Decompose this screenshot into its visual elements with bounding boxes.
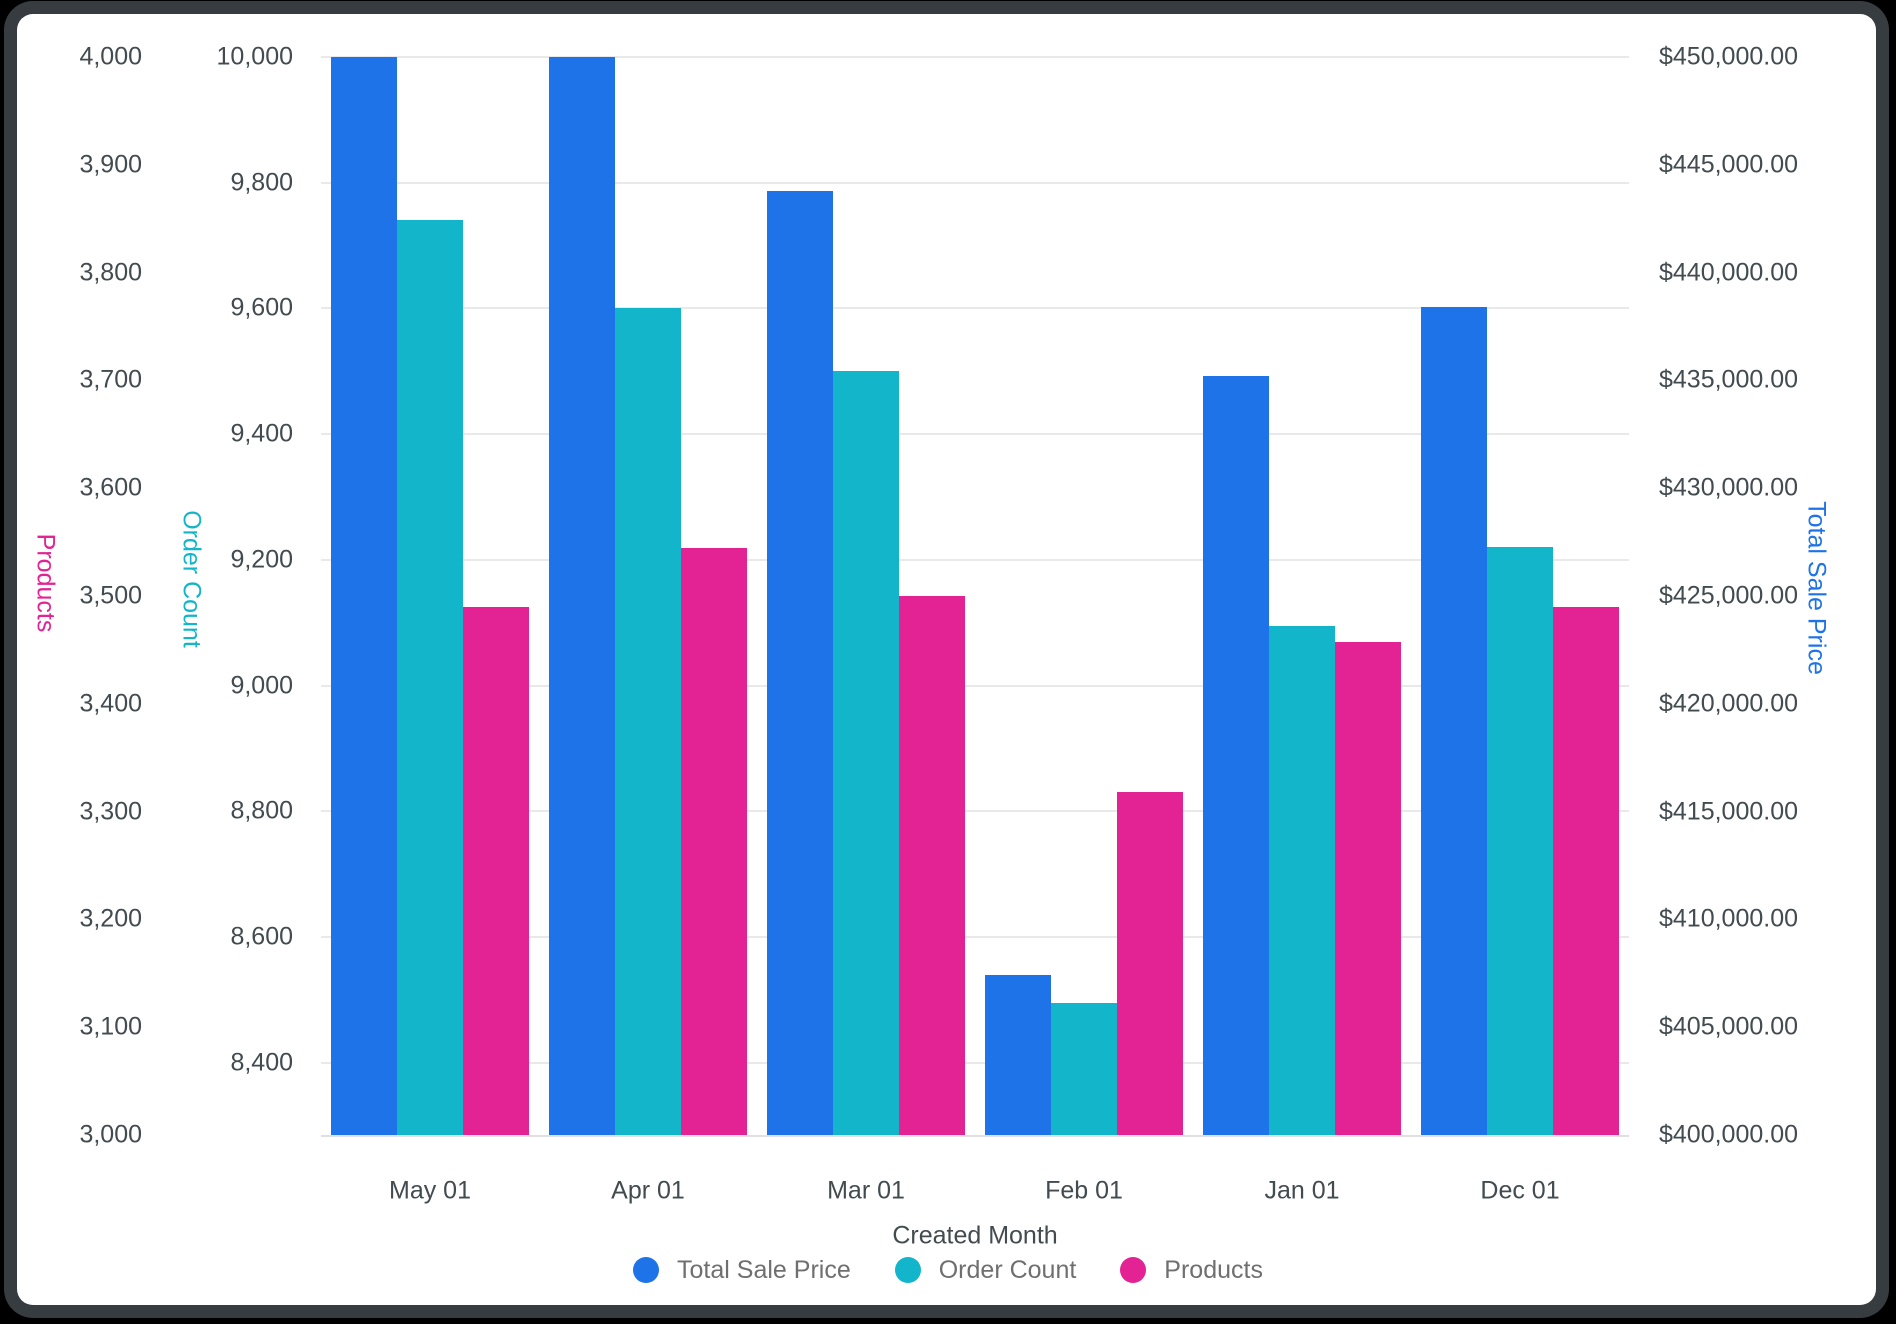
- total-sale-price-axis-tick: $410,000.00: [1659, 904, 1799, 933]
- products-axis-tick: 3,200: [79, 904, 142, 933]
- total-sale-price-axis-tick: $450,000.00: [1659, 42, 1799, 71]
- legend: Total Sale Price Order Count Products: [0, 1248, 1896, 1292]
- order-count-bar-may-01[interactable]: [397, 220, 463, 1135]
- total-sale-price-axis-tick: $415,000.00: [1659, 797, 1799, 826]
- legend-dot-icon: [894, 1257, 921, 1283]
- total-sale-price-axis-tick: $440,000.00: [1659, 258, 1799, 287]
- x-axis-tick-jan-01: Jan 01: [1264, 1176, 1340, 1205]
- legend-item-order-count[interactable]: Order Count: [894, 1255, 1077, 1285]
- order-count-axis-tick: 9,200: [230, 545, 293, 574]
- products-axis-tick: 3,300: [79, 797, 142, 826]
- legend-dot-icon: [633, 1257, 660, 1283]
- gridline: [321, 307, 1629, 310]
- gridline: [321, 56, 1629, 58]
- total-sale-price-bar-mar-01[interactable]: [767, 190, 833, 1135]
- order-count-axis-tick: 8,600: [230, 922, 293, 951]
- gridline: [321, 810, 1629, 813]
- gridline: [321, 684, 1629, 687]
- products-bar-mar-01[interactable]: [899, 596, 965, 1135]
- gridline: [321, 558, 1629, 561]
- products-axis-tick: 3,800: [79, 258, 142, 287]
- order-count-axis-tick: 9,400: [230, 419, 293, 448]
- products-axis-title: Products: [31, 533, 60, 633]
- products-axis-tick: 3,100: [79, 1012, 142, 1041]
- x-axis-tick-mar-01: Mar 01: [827, 1176, 905, 1205]
- products-bar-may-01[interactable]: [463, 606, 529, 1135]
- total-sale-price-axis-tick: $430,000.00: [1659, 473, 1799, 502]
- gridline: [321, 181, 1629, 184]
- order-count-axis-title: Order Count: [177, 510, 206, 648]
- x-axis-line: [321, 1135, 1629, 1137]
- total-sale-price-axis-tick: $425,000.00: [1659, 581, 1799, 610]
- total-sale-price-axis-tick: $405,000.00: [1659, 1012, 1799, 1041]
- total-sale-price-axis-tick: $445,000.00: [1659, 150, 1799, 179]
- total-sale-price-bar-dec-01[interactable]: [1421, 307, 1487, 1135]
- total-sale-price-bar-jan-01[interactable]: [1203, 376, 1269, 1135]
- legend-dot-icon: [1120, 1257, 1147, 1283]
- total-sale-price-bar-may-01[interactable]: [331, 57, 397, 1135]
- products-bar-jan-01[interactable]: [1335, 642, 1401, 1135]
- total-sale-price-axis-tick: $420,000.00: [1659, 689, 1799, 718]
- x-axis-tick-may-01: May 01: [389, 1176, 471, 1205]
- total-sale-price-axis-title: Total Sale Price: [1802, 501, 1831, 675]
- legend-label: Order Count: [938, 1255, 1077, 1284]
- order-count-axis-tick: 8,800: [230, 796, 293, 825]
- products-axis-tick: 3,700: [79, 365, 142, 394]
- legend-label: Products: [1164, 1255, 1263, 1284]
- total-sale-price-bar-feb-01[interactable]: [985, 975, 1051, 1135]
- total-sale-price-axis-tick: $435,000.00: [1659, 365, 1799, 394]
- products-axis-tick: 3,000: [79, 1120, 142, 1149]
- legend-label: Total Sale Price: [677, 1255, 851, 1284]
- gridline: [321, 433, 1629, 436]
- x-axis-title: Created Month: [892, 1221, 1058, 1250]
- order-count-axis-tick: 9,000: [230, 671, 293, 700]
- x-axis-tick-dec-01: Dec 01: [1480, 1176, 1560, 1205]
- order-count-bar-feb-01[interactable]: [1051, 1003, 1117, 1135]
- order-count-bar-dec-01[interactable]: [1487, 547, 1553, 1135]
- order-count-bar-mar-01[interactable]: [833, 371, 899, 1135]
- gridline: [321, 1061, 1629, 1064]
- products-bar-apr-01[interactable]: [681, 547, 747, 1135]
- products-axis-tick: 3,400: [79, 689, 142, 718]
- order-count-axis-tick: 9,600: [230, 293, 293, 322]
- x-axis-tick-apr-01: Apr 01: [611, 1176, 685, 1205]
- gridline: [321, 936, 1629, 938]
- order-count-axis-tick: 8,400: [230, 1048, 293, 1077]
- products-bar-dec-01[interactable]: [1553, 606, 1619, 1135]
- products-axis-tick: 3,600: [79, 473, 142, 502]
- products-bar-feb-01[interactable]: [1117, 792, 1183, 1135]
- order-count-bar-jan-01[interactable]: [1269, 625, 1335, 1135]
- total-sale-price-bar-apr-01[interactable]: [549, 57, 615, 1135]
- plot-area: [321, 56, 1629, 1135]
- legend-item-products[interactable]: Products: [1120, 1256, 1263, 1285]
- products-axis-tick: 4,000: [79, 42, 142, 71]
- x-axis-tick-feb-01: Feb 01: [1045, 1176, 1123, 1205]
- total-sale-price-axis-tick: $400,000.00: [1659, 1120, 1799, 1149]
- products-axis-tick: 3,500: [79, 581, 142, 610]
- order-count-bar-apr-01[interactable]: [615, 308, 681, 1135]
- legend-item-total-sale-price[interactable]: Total Sale Price: [633, 1256, 851, 1285]
- order-count-axis-tick: 9,800: [230, 168, 293, 197]
- order-count-axis-tick: 10,000: [216, 42, 293, 71]
- products-axis-tick: 3,900: [79, 150, 142, 179]
